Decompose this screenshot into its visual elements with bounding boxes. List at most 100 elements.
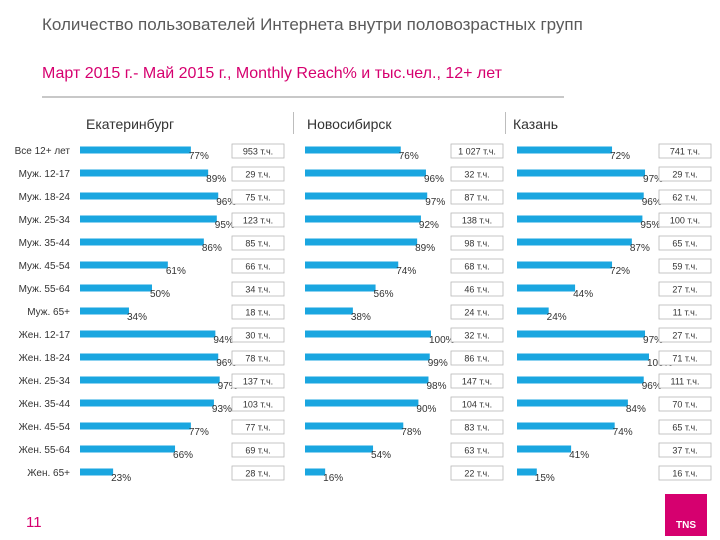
bar	[517, 376, 644, 384]
bar	[305, 445, 374, 453]
count-label: 34 т.ч.	[245, 285, 270, 295]
category-label: Муж. 25-34	[19, 215, 71, 226]
count-label: 123 т.ч.	[243, 216, 273, 226]
count-label: 65 т.ч.	[672, 239, 697, 249]
count-label: 29 т.ч.	[245, 170, 270, 180]
data-label: 41%	[569, 450, 589, 461]
bar	[305, 353, 430, 361]
bar	[517, 284, 576, 292]
count-badge	[450, 281, 504, 297]
count-badge	[450, 166, 504, 182]
count-label: 953 т.ч.	[243, 147, 273, 157]
data-label: 97%	[643, 174, 663, 185]
count-label: 29 т.ч.	[672, 170, 697, 180]
count-label: 32 т.ч.	[464, 170, 489, 180]
bar	[80, 376, 220, 384]
bar	[305, 284, 376, 292]
count-badge	[658, 212, 712, 228]
bar	[517, 215, 643, 223]
count-label: 87 т.ч.	[464, 193, 489, 203]
bar	[80, 215, 217, 223]
count-label: 24 т.ч.	[464, 308, 489, 318]
count-label: 147 т.ч.	[462, 377, 492, 387]
bar	[517, 192, 644, 200]
page-title: Количество пользователей Интернета внутр…	[42, 15, 583, 34]
count-label: 63 т.ч.	[464, 446, 489, 456]
bar	[517, 422, 615, 430]
count-badge	[450, 189, 504, 205]
data-label: 95%	[215, 220, 235, 231]
count-badge	[658, 465, 712, 481]
bar	[305, 468, 326, 476]
count-label: 46 т.ч.	[464, 285, 489, 295]
bar	[305, 146, 401, 154]
data-label: 86%	[202, 243, 222, 254]
bar	[80, 307, 129, 315]
count-label: 16 т.ч.	[672, 469, 697, 479]
count-badge	[658, 304, 712, 320]
count-label: 86 т.ч.	[464, 354, 489, 364]
count-badge	[658, 442, 712, 458]
count-label: 1 027 т.ч.	[458, 147, 496, 157]
bar	[517, 261, 613, 269]
bar	[80, 238, 204, 246]
count-badge	[231, 419, 285, 435]
city-header-ekaterinburg: Екатеринбург	[86, 116, 175, 132]
count-badge	[231, 258, 285, 274]
bar	[80, 192, 219, 200]
category-label: Муж. 65+	[27, 307, 70, 318]
data-label: 15%	[535, 473, 555, 484]
count-badge	[231, 281, 285, 297]
count-badge	[231, 350, 285, 366]
count-label: 111 т.ч.	[671, 377, 700, 387]
count-badge	[658, 327, 712, 343]
data-label: 96%	[216, 358, 236, 369]
count-badge	[231, 465, 285, 481]
bar	[305, 261, 399, 269]
bar	[80, 146, 191, 154]
data-label: 84%	[626, 404, 646, 415]
count-label: 741 т.ч.	[670, 147, 700, 157]
bar	[305, 376, 429, 384]
data-label: 78%	[401, 427, 421, 438]
count-badge	[658, 258, 712, 274]
data-label: 76%	[399, 151, 419, 162]
city-header-novosibirsk: Новосибирск	[307, 116, 392, 132]
bar	[80, 468, 114, 476]
bar	[80, 169, 209, 177]
count-badge	[231, 304, 285, 320]
category-label: Муж. 12-17	[19, 169, 71, 180]
data-label: 77%	[189, 427, 209, 438]
count-label: 66 т.ч.	[245, 262, 270, 272]
count-badge	[658, 166, 712, 182]
count-badge	[450, 327, 504, 343]
data-label: 96%	[424, 174, 444, 185]
count-badge	[658, 281, 712, 297]
bar	[80, 261, 168, 269]
data-label: 77%	[189, 151, 209, 162]
bar	[80, 399, 214, 407]
count-badge	[450, 465, 504, 481]
tns-logo: TNS	[665, 494, 707, 536]
bar	[305, 422, 404, 430]
bar	[80, 330, 216, 338]
data-label: 23%	[111, 473, 131, 484]
bar	[305, 399, 419, 407]
count-label: 18 т.ч.	[245, 308, 270, 318]
bar	[305, 238, 418, 246]
page-subtitle: Март 2015 г.- Май 2015 г., Monthly Reach…	[42, 65, 502, 82]
bar	[517, 330, 646, 338]
count-label: 69 т.ч.	[245, 446, 270, 456]
count-label: 68 т.ч.	[464, 262, 489, 272]
count-badge	[658, 419, 712, 435]
category-label: Жен. 45-54	[19, 422, 71, 433]
bar	[517, 399, 628, 407]
count-label: 70 т.ч.	[672, 400, 697, 410]
count-label: 83 т.ч.	[464, 423, 489, 433]
data-label: 95%	[640, 220, 660, 231]
count-badge	[231, 396, 285, 412]
category-label: Муж. 45-54	[19, 261, 71, 272]
count-badge	[231, 327, 285, 343]
count-badge	[450, 419, 504, 435]
category-label: Муж. 35-44	[19, 238, 71, 249]
